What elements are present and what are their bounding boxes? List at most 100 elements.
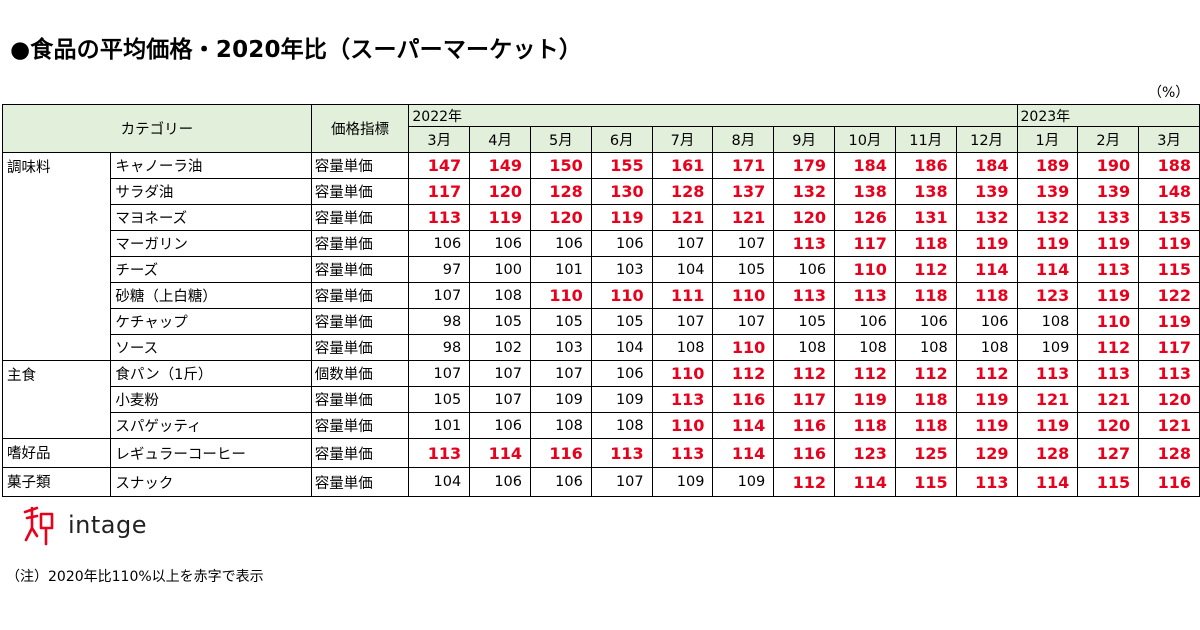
item-label: マーガリン xyxy=(110,230,312,257)
value-cell: 122 xyxy=(1138,282,1200,309)
value-cell: 118 xyxy=(894,412,957,439)
value-cell: 110 xyxy=(1077,308,1140,335)
value-cell: 109 xyxy=(651,467,714,497)
value-cell: 118 xyxy=(834,412,896,439)
indicator-label: 容量単価 xyxy=(310,308,410,335)
value-cell: 117 xyxy=(834,230,896,257)
value-cell: 116 xyxy=(712,386,775,413)
value-cell: 107 xyxy=(590,467,653,497)
value-cell: 112 xyxy=(773,467,836,497)
value-cell: 117 xyxy=(408,178,471,205)
value-cell: 106 xyxy=(590,360,653,387)
item-label: スナック xyxy=(110,467,312,497)
value-cell: 106 xyxy=(469,230,531,257)
month-header: 1月 xyxy=(1016,126,1079,153)
footnote: （注）2020年比110%以上を赤字で表示 xyxy=(6,569,264,585)
item-label: ソース xyxy=(110,334,312,361)
value-cell: 179 xyxy=(773,152,836,179)
value-cell: 128 xyxy=(651,178,714,205)
value-cell: 113 xyxy=(1016,360,1079,387)
value-cell: 109 xyxy=(590,386,653,413)
value-cell: 106 xyxy=(773,256,836,283)
value-cell: 189 xyxy=(1016,152,1079,179)
item-label: チーズ xyxy=(110,256,312,283)
value-cell: 121 xyxy=(1016,386,1079,413)
value-cell: 133 xyxy=(1077,204,1140,231)
value-cell: 106 xyxy=(469,467,531,497)
value-cell: 110 xyxy=(590,282,653,309)
intage-logo-icon xyxy=(23,506,54,546)
value-cell: 112 xyxy=(955,360,1018,387)
value-cell: 107 xyxy=(408,282,471,309)
value-cell: 110 xyxy=(651,360,714,387)
value-cell: 129 xyxy=(955,438,1018,468)
month-header: 10月 xyxy=(834,126,896,153)
value-cell: 113 xyxy=(651,438,714,468)
value-cell: 130 xyxy=(590,178,653,205)
value-cell: 98 xyxy=(408,334,471,361)
value-cell: 107 xyxy=(712,308,775,335)
indicator-label: 個数単価 xyxy=(310,360,410,387)
value-cell: 106 xyxy=(834,308,896,335)
value-cell: 113 xyxy=(1077,360,1140,387)
value-cell: 119 xyxy=(469,204,531,231)
value-cell: 132 xyxy=(955,204,1018,231)
value-cell: 120 xyxy=(1077,412,1140,439)
month-header: 3月 xyxy=(1138,126,1200,153)
indicator-label: 容量単価 xyxy=(310,412,410,439)
value-cell: 121 xyxy=(1077,386,1140,413)
value-cell: 119 xyxy=(1016,230,1079,257)
month-header: 12月 xyxy=(955,126,1018,153)
value-cell: 113 xyxy=(834,282,896,309)
value-cell: 116 xyxy=(530,438,592,468)
value-cell: 119 xyxy=(590,204,653,231)
value-cell: 190 xyxy=(1077,152,1140,179)
value-cell: 113 xyxy=(773,230,836,257)
value-cell: 109 xyxy=(712,467,775,497)
value-cell: 119 xyxy=(1016,412,1079,439)
value-cell: 106 xyxy=(590,230,653,257)
value-cell: 97 xyxy=(408,256,471,283)
value-cell: 110 xyxy=(712,282,775,309)
value-cell: 114 xyxy=(469,438,531,468)
value-cell: 114 xyxy=(834,467,896,497)
value-cell: 120 xyxy=(469,178,531,205)
value-cell: 106 xyxy=(894,308,957,335)
value-cell: 105 xyxy=(408,386,471,413)
table-row: マーガリン 容量単価 106 106 106 106 107 107 113 117 118 119 1… xyxy=(3,230,1200,257)
value-cell: 135 xyxy=(1138,204,1200,231)
table-row: 嗜好品 レギュラーコーヒー 容量単価 113 114 116 113 113 114 116 123… xyxy=(1,438,1200,468)
value-cell: 106 xyxy=(530,230,592,257)
month-header: 6月 xyxy=(590,126,653,153)
value-cell: 100 xyxy=(469,256,531,283)
value-cell: 107 xyxy=(408,360,471,387)
value-cell: 123 xyxy=(1016,282,1079,309)
value-cell: 113 xyxy=(773,282,836,309)
month-header: 9月 xyxy=(773,126,836,153)
value-cell: 110 xyxy=(651,412,714,439)
value-cell: 121 xyxy=(651,204,714,231)
value-cell: 112 xyxy=(894,256,957,283)
value-cell: 105 xyxy=(530,308,592,335)
table-row: 菓子類 スナック 容量単価 104 106 106 107 109 109 112 114 115 11… xyxy=(1,467,1200,497)
year-header-2022: 2022年 xyxy=(408,104,1018,127)
value-cell: 113 xyxy=(1077,256,1140,283)
year-header-2023: 2023年 xyxy=(1016,104,1200,127)
item-label: 食パン（1斤） xyxy=(110,360,312,387)
indicator-label: 容量単価 xyxy=(310,256,410,283)
month-header: 5月 xyxy=(530,126,592,153)
value-cell: 108 xyxy=(955,334,1018,361)
value-cell: 113 xyxy=(955,467,1018,497)
value-cell: 107 xyxy=(469,360,531,387)
value-cell: 147 xyxy=(408,152,471,179)
value-cell: 110 xyxy=(834,256,896,283)
value-cell: 119 xyxy=(1077,230,1140,257)
value-cell: 107 xyxy=(530,360,592,387)
value-cell: 139 xyxy=(1016,178,1079,205)
value-cell: 121 xyxy=(1138,412,1200,439)
table-row: 主食 食パン（1斤） 個数単価 107 107 107 106 110 112 112 112 112… xyxy=(1,360,1200,439)
value-cell: 128 xyxy=(1016,438,1079,468)
value-cell: 148 xyxy=(1138,178,1200,205)
item-label: サラダ油 xyxy=(110,178,312,205)
value-cell: 101 xyxy=(530,256,592,283)
